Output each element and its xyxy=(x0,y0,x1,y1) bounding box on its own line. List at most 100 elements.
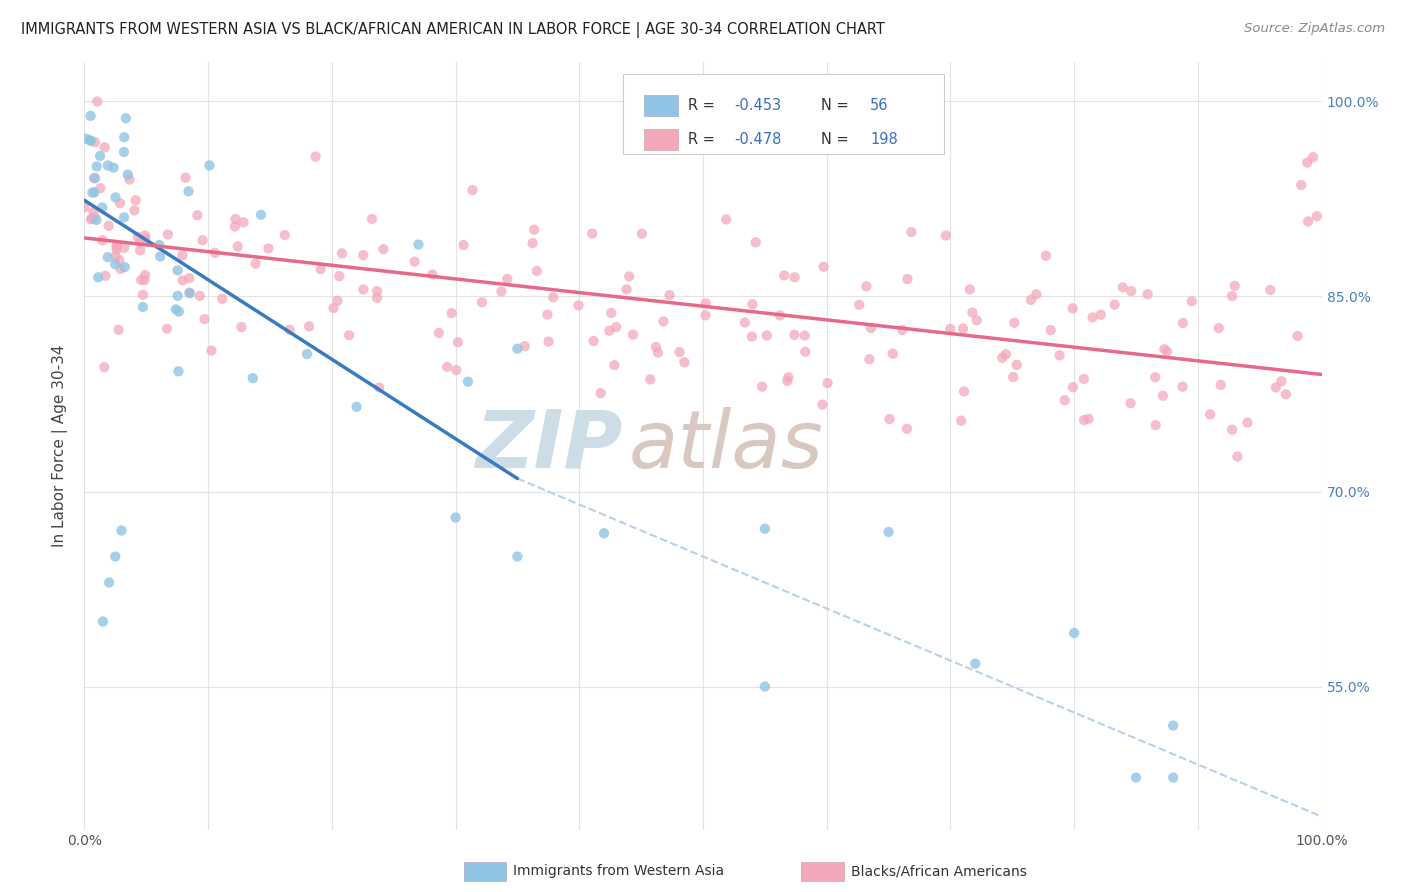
Point xyxy=(1073,372,1095,386)
Point xyxy=(506,342,529,356)
Point xyxy=(778,370,800,384)
Point xyxy=(200,343,222,358)
Point xyxy=(567,298,589,312)
Point xyxy=(860,321,883,335)
Point xyxy=(114,260,136,274)
Point xyxy=(97,250,120,264)
Point xyxy=(793,328,815,343)
Point xyxy=(93,140,115,154)
Point xyxy=(1121,284,1143,298)
Point xyxy=(1002,370,1025,384)
Point xyxy=(652,314,675,328)
Point xyxy=(1209,377,1232,392)
Point xyxy=(134,228,156,243)
Point xyxy=(1119,396,1142,410)
Point xyxy=(1125,771,1147,785)
Point xyxy=(108,196,131,211)
Point xyxy=(440,306,463,320)
Point xyxy=(1039,323,1062,337)
Point xyxy=(658,288,681,302)
Point xyxy=(1296,214,1319,228)
Point xyxy=(104,257,127,271)
Point xyxy=(1019,293,1042,307)
Point xyxy=(149,249,172,263)
Point xyxy=(75,131,97,145)
Point xyxy=(877,524,900,539)
Point xyxy=(132,300,155,314)
Point xyxy=(751,379,773,393)
Point xyxy=(582,334,605,348)
Bar xyxy=(644,129,678,151)
Point xyxy=(1152,389,1174,403)
Point xyxy=(352,248,374,262)
Point xyxy=(250,208,273,222)
Point xyxy=(79,133,101,147)
Point xyxy=(124,203,146,218)
Text: -0.478: -0.478 xyxy=(734,132,782,147)
Point xyxy=(309,262,332,277)
Point xyxy=(695,296,717,310)
Point xyxy=(97,158,120,172)
Point xyxy=(1144,418,1167,433)
Text: R =: R = xyxy=(688,98,720,113)
Text: Immigrants from Western Asia: Immigrants from Western Asia xyxy=(513,864,724,879)
Point xyxy=(600,306,623,320)
Point xyxy=(114,112,136,126)
Point xyxy=(1161,771,1184,785)
Point xyxy=(457,375,479,389)
Point xyxy=(741,329,763,343)
Point xyxy=(166,263,188,277)
Point xyxy=(103,161,125,175)
Point xyxy=(1025,287,1047,301)
Point xyxy=(172,248,194,262)
Point xyxy=(536,308,558,322)
Text: Source: ZipAtlas.com: Source: ZipAtlas.com xyxy=(1244,22,1385,36)
Point xyxy=(817,376,839,390)
Point xyxy=(1236,416,1258,430)
Point xyxy=(110,262,132,277)
Point xyxy=(110,524,132,538)
Point xyxy=(211,292,233,306)
Point xyxy=(86,160,108,174)
Point xyxy=(879,412,901,426)
Point xyxy=(80,211,103,226)
Point xyxy=(330,246,353,260)
Point xyxy=(1270,374,1292,388)
Point xyxy=(754,680,776,694)
Point xyxy=(1073,413,1095,427)
Point xyxy=(522,236,544,251)
Point xyxy=(105,243,128,257)
Point xyxy=(1035,249,1057,263)
Point xyxy=(1002,316,1025,330)
Point xyxy=(745,235,768,250)
Point xyxy=(1220,423,1243,437)
Point xyxy=(225,211,247,226)
Point xyxy=(79,134,101,148)
Point xyxy=(134,268,156,282)
Point xyxy=(427,326,450,340)
Point xyxy=(896,272,918,286)
Point xyxy=(1286,329,1309,343)
Point xyxy=(1062,301,1084,316)
Point xyxy=(436,359,458,374)
Point xyxy=(177,184,200,198)
Point xyxy=(112,130,135,145)
Point xyxy=(198,158,221,172)
Point xyxy=(581,227,603,241)
Point xyxy=(953,384,976,399)
Point xyxy=(811,398,834,412)
Point xyxy=(1302,150,1324,164)
Point xyxy=(104,250,127,264)
Point xyxy=(471,295,494,310)
Point xyxy=(631,227,654,241)
Point xyxy=(616,282,638,296)
Text: 198: 198 xyxy=(870,132,898,147)
Point xyxy=(1171,380,1194,394)
Point xyxy=(112,145,135,159)
Point xyxy=(1049,348,1071,362)
Point xyxy=(105,240,128,254)
Point xyxy=(231,320,253,334)
Point xyxy=(1161,718,1184,732)
Point xyxy=(952,321,974,335)
Point xyxy=(83,171,105,186)
